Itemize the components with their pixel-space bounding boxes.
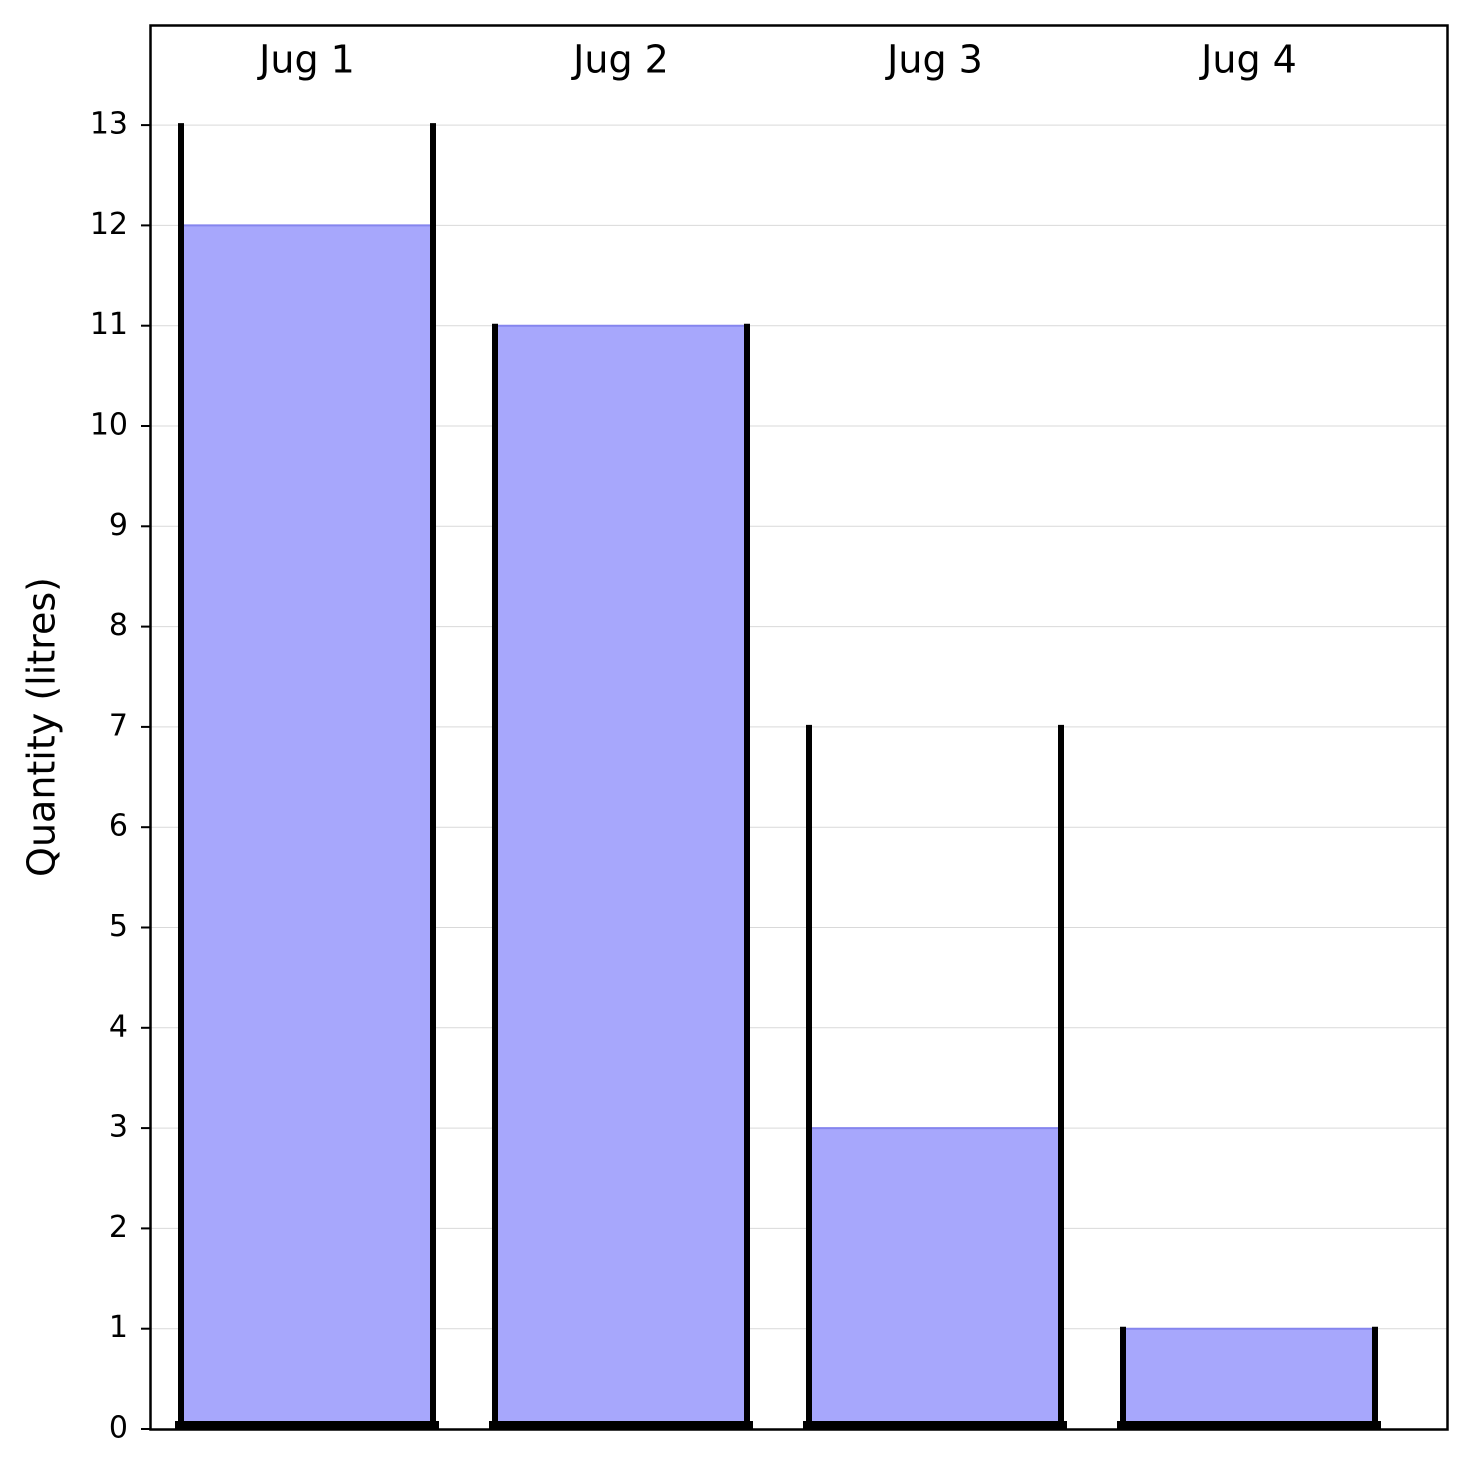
liquid-bar [181, 225, 433, 1429]
y-tick-label: 1 [109, 1310, 128, 1345]
y-tick-label: 12 [90, 207, 128, 242]
jug-label: Jug 3 [885, 38, 983, 82]
liquid-bar [809, 1128, 1061, 1429]
y-tick-label: 11 [90, 307, 128, 342]
plot-frame [149, 24, 1449, 1431]
y-tick-label: 5 [109, 909, 128, 944]
y-tick-label: 3 [109, 1110, 128, 1145]
liquid-bar [495, 325, 747, 1430]
liquid-bar [1123, 1328, 1375, 1429]
y-axis-title: Quantity (litres) [20, 577, 64, 877]
y-tick-label: 13 [90, 107, 128, 142]
y-tick-label: 10 [90, 408, 128, 443]
y-tick-label: 4 [109, 1009, 128, 1044]
y-tick-label: 9 [109, 508, 128, 543]
y-tick-label: 7 [109, 708, 128, 743]
y-tick-label: 8 [109, 608, 128, 643]
y-tick-label: 2 [109, 1210, 128, 1245]
bar-layer [175, 123, 1381, 1430]
y-tick-label: 0 [109, 1411, 128, 1446]
jug-label: Jug 4 [1199, 38, 1297, 82]
y-tick-label: 6 [109, 809, 128, 844]
jug-label: Jug 2 [571, 38, 669, 82]
jug-label: Jug 1 [257, 38, 355, 82]
